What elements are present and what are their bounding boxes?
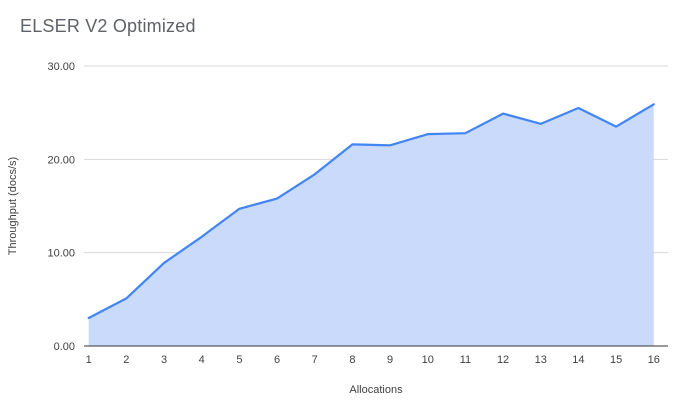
x-tick-label: 8 (349, 354, 355, 366)
x-axis-title: Allocations (349, 384, 403, 396)
y-axis-title: Throughput (docs/s) (7, 156, 19, 256)
x-tick-label: 10 (422, 354, 434, 366)
x-tick-label: 9 (387, 354, 393, 366)
y-tick-label: 10.00 (47, 248, 75, 260)
x-tick-label: 13 (535, 354, 547, 366)
x-tick-label: 1 (86, 354, 92, 366)
x-tick-label: 11 (460, 354, 471, 366)
x-tick-label: 12 (497, 354, 509, 366)
x-tick-label: 15 (610, 354, 622, 366)
x-tick-label: 6 (274, 354, 280, 366)
area-fill (88, 104, 654, 347)
x-tick-label: 7 (312, 354, 318, 366)
x-tick-label: 16 (648, 354, 660, 366)
x-tick-label: 3 (161, 354, 167, 366)
chart-title: ELSER V2 Optimized (20, 16, 196, 36)
x-tick-label: 4 (199, 354, 205, 366)
y-tick-label: 30.00 (47, 61, 75, 73)
y-tick-label: 0.00 (54, 341, 75, 353)
x-tick-label: 14 (572, 354, 584, 366)
y-tick-label: 20.00 (47, 154, 75, 166)
series-line (87, 103, 655, 320)
x-tick-label: 2 (123, 354, 129, 366)
x-tick-label: 5 (236, 354, 242, 366)
